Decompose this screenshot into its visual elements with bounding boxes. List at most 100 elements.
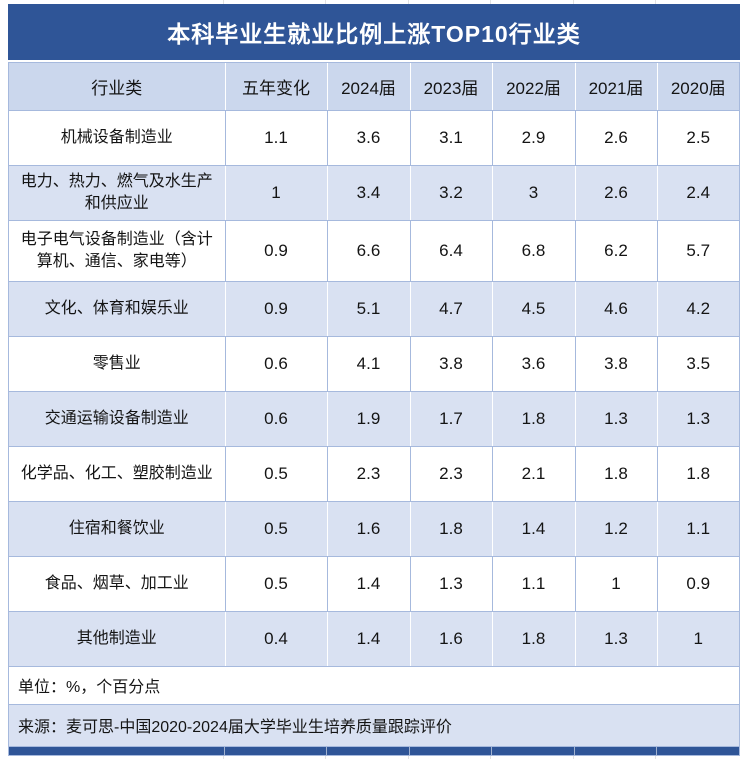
page-title: 本科毕业生就业比例上涨TOP10行业类: [167, 21, 581, 47]
column-header: 2020届: [657, 63, 739, 111]
source-note-row: 来源：麦可思-中国2020-2024届大学毕业生培养质量跟踪评价: [9, 704, 739, 747]
data-table: 行业类 五年变化 2024届 2023届 2022届 2021届 2020届 机械设备制造业…: [9, 63, 739, 667]
value-cell: 1.8: [657, 446, 739, 502]
value-cell: 1.8: [410, 501, 493, 557]
value-cell: 0.5: [225, 446, 328, 502]
value-cell: 4.2: [657, 281, 739, 337]
value-cell: 3.1: [410, 110, 493, 166]
table-row: 其他制造业 0.4 1.4 1.6 1.8 1.3 1: [9, 611, 739, 667]
industry-cell: 其他制造业: [9, 611, 226, 667]
value-cell: 3.2: [410, 165, 493, 221]
gridline-segment: [656, 756, 738, 759]
column-header: 2021届: [575, 63, 658, 111]
value-cell: 4.6: [575, 281, 658, 337]
title-bar: 本科毕业生就业比例上涨TOP10行业类: [8, 4, 740, 60]
value-cell: 2.4: [657, 165, 739, 221]
value-cell: 2.6: [575, 110, 658, 166]
table-row: 化学品、化工、塑胶制造业 0.5 2.3 2.3 2.1 1.8 1.8: [9, 446, 739, 502]
value-cell: 5.1: [327, 281, 411, 337]
unit-note-row: 单位：%，个百分点: [9, 666, 739, 705]
value-cell: 1.8: [492, 391, 576, 447]
accent-strip-segment: [492, 746, 575, 755]
value-cell: 1.9: [327, 391, 411, 447]
industry-cell: 文化、体育和娱乐业: [9, 281, 226, 337]
accent-strip-segment: [327, 746, 410, 755]
value-cell: 3: [492, 165, 576, 221]
column-header: 2022届: [492, 63, 576, 111]
table-frame: 行业类 五年变化 2024届 2023届 2022届 2021届 2020届 机械设备制造业…: [8, 62, 740, 756]
value-cell: 0.5: [225, 556, 328, 612]
industry-cell: 电力、热力、燃气及水生产和供应业: [9, 165, 226, 221]
value-cell: 4.5: [492, 281, 576, 337]
value-cell: 1.1: [657, 501, 739, 557]
unit-note: 单位：%，个百分点: [18, 679, 161, 696]
value-cell: 1.4: [492, 501, 576, 557]
accent-strip-segment: [225, 746, 327, 755]
value-cell: 3.4: [327, 165, 411, 221]
table-row: 电力、热力、燃气及水生产和供应业 1 3.4 3.2 3 2.6 2.4: [9, 165, 739, 221]
value-cell: 0.5: [225, 501, 328, 557]
gridline-segment: [491, 0, 574, 4]
accent-strip-segment: [410, 746, 492, 755]
value-cell: 1.8: [492, 611, 576, 667]
bottom-accent-strip: [9, 746, 739, 755]
industry-cell: 住宿和餐饮业: [9, 501, 226, 557]
gridline-segment: [574, 755, 656, 759]
value-cell: 0.9: [657, 556, 739, 612]
column-header: 五年变化: [225, 63, 328, 111]
value-cell: 3.8: [575, 336, 658, 392]
value-cell: 3.8: [410, 336, 493, 392]
gridline-segment: [224, 755, 326, 759]
value-cell: 1.1: [225, 110, 328, 166]
value-cell: 0.4: [225, 611, 328, 667]
industry-cell: 化学品、化工、塑胶制造业: [9, 446, 226, 502]
value-cell: 1.6: [410, 611, 493, 667]
accent-strip-segment: [657, 747, 739, 755]
value-cell: 1.1: [492, 556, 576, 612]
table-row: 零售业 0.6 4.1 3.8 3.6 3.8 3.5: [9, 336, 739, 392]
value-cell: 0.9: [225, 281, 328, 337]
value-cell: 0.6: [225, 336, 328, 392]
gridline-segment: [656, 0, 738, 4]
industry-cell: 食品、烟草、加工业: [9, 556, 226, 612]
value-cell: 6.4: [410, 220, 493, 282]
value-cell: 2.5: [657, 110, 739, 166]
gridline-segment: [574, 0, 656, 4]
spreadsheet-gridline-margin: [8, 755, 740, 759]
industry-cell: 电子电气设备制造业（含计算机、通信、家电等）: [9, 220, 226, 282]
accent-strip-segment: [575, 746, 657, 755]
gridline-segment: [8, 755, 224, 759]
value-cell: 1.3: [575, 391, 658, 447]
value-cell: 6.8: [492, 220, 576, 282]
value-cell: 1.8: [575, 446, 658, 502]
table-row: 电子电气设备制造业（含计算机、通信、家电等） 0.9 6.6 6.4 6.8 6.2 5.7: [9, 220, 739, 282]
table-row: 文化、体育和娱乐业 0.9 5.1 4.7 4.5 4.6 4.2: [9, 281, 739, 337]
value-cell: 1.2: [575, 501, 658, 557]
gridline-segment: [326, 0, 409, 4]
gridline-segment: [409, 0, 491, 4]
value-cell: 6.2: [575, 220, 658, 282]
value-cell: 1.3: [410, 556, 493, 612]
table-row: 机械设备制造业 1.1 3.6 3.1 2.9 2.6 2.5: [9, 110, 739, 166]
value-cell: 2.3: [327, 446, 411, 502]
spreadsheet-gridline-margin: [8, 0, 740, 4]
column-header: 2024届: [327, 63, 411, 111]
gridline-segment: [491, 755, 574, 759]
value-cell: 2.3: [410, 446, 493, 502]
value-cell: 0.6: [225, 391, 328, 447]
industry-cell: 机械设备制造业: [9, 110, 226, 166]
value-cell: 1: [225, 165, 328, 221]
value-cell: 6.6: [327, 220, 411, 282]
value-cell: 1: [575, 556, 658, 612]
value-cell: 1.4: [327, 611, 411, 667]
value-cell: 1.7: [410, 391, 493, 447]
value-cell: 1.6: [327, 501, 411, 557]
value-cell: 3.6: [327, 110, 411, 166]
gridline-segment: [8, 0, 224, 4]
value-cell: 2.9: [492, 110, 576, 166]
value-cell: 3.5: [657, 336, 739, 392]
value-cell: 4.7: [410, 281, 493, 337]
title-header-divider: [8, 60, 740, 62]
accent-strip-segment: [9, 746, 225, 755]
